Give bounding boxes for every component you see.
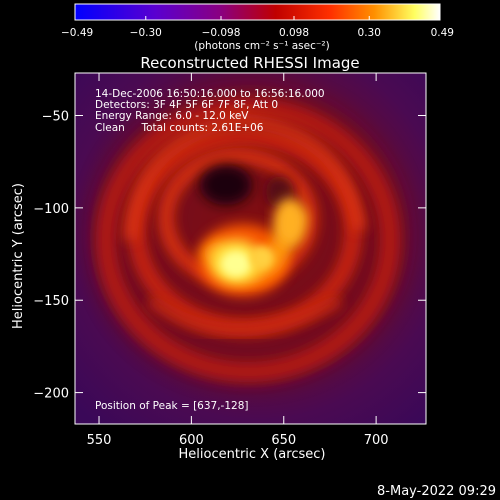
annotation-detectors: Detectors: 3F 4F 5F 6F 7F 8F, Att 0 <box>95 99 278 111</box>
colorbar-tick-label: 0.30 <box>358 27 381 39</box>
colorbar-ticks: −0.49 −0.30 −0.098 0.098 0.30 0.49 <box>61 16 454 39</box>
annotation-time-range: 14-Dec-2006 16:50:16.000 to 16:56:16.000 <box>95 88 325 100</box>
date-stamp: 8-May-2022 09:29 <box>377 484 496 499</box>
chart-title: Reconstructed RHESSI Image <box>140 54 359 72</box>
plot-frame <box>74 72 427 425</box>
y-tick-label: −150 <box>33 294 69 309</box>
colorbar <box>74 3 441 21</box>
colorbar-tick-label: −0.49 <box>61 27 93 39</box>
x-tick-label: 600 <box>179 433 204 448</box>
y-tick-label: −50 <box>42 109 69 124</box>
colorbar-tick-label: 0.098 <box>279 27 309 39</box>
x-tick-label: 550 <box>87 433 112 448</box>
x-tick-label: 650 <box>271 433 296 448</box>
colorbar-tick-label: −0.30 <box>130 27 162 39</box>
y-tick-label: −100 <box>33 202 69 217</box>
y-tick-label: −200 <box>33 387 69 402</box>
heatmap-image <box>75 73 426 424</box>
colorbar-units: (photons cm⁻² s⁻¹ asec⁻²) <box>194 40 329 52</box>
annotation-energy-range: Energy Range: 6.0 - 12.0 keV <box>95 110 249 122</box>
axis-ticks: 550 600 650 700 −50 −100 −150 −200 <box>33 73 426 448</box>
y-axis-label: Heliocentric Y (arcsec) <box>11 183 26 329</box>
annotation-peak: Position of Peak = [637,-128] <box>95 400 249 412</box>
colorbar-tick-label: −0.098 <box>202 27 241 39</box>
annotation-clean-counts: Clean Total counts: 2.61E+06 <box>95 122 264 134</box>
x-tick-label: 700 <box>364 433 389 448</box>
colorbar-tick-label: 0.49 <box>431 27 454 39</box>
x-axis-label: Heliocentric X (arcsec) <box>179 447 326 462</box>
